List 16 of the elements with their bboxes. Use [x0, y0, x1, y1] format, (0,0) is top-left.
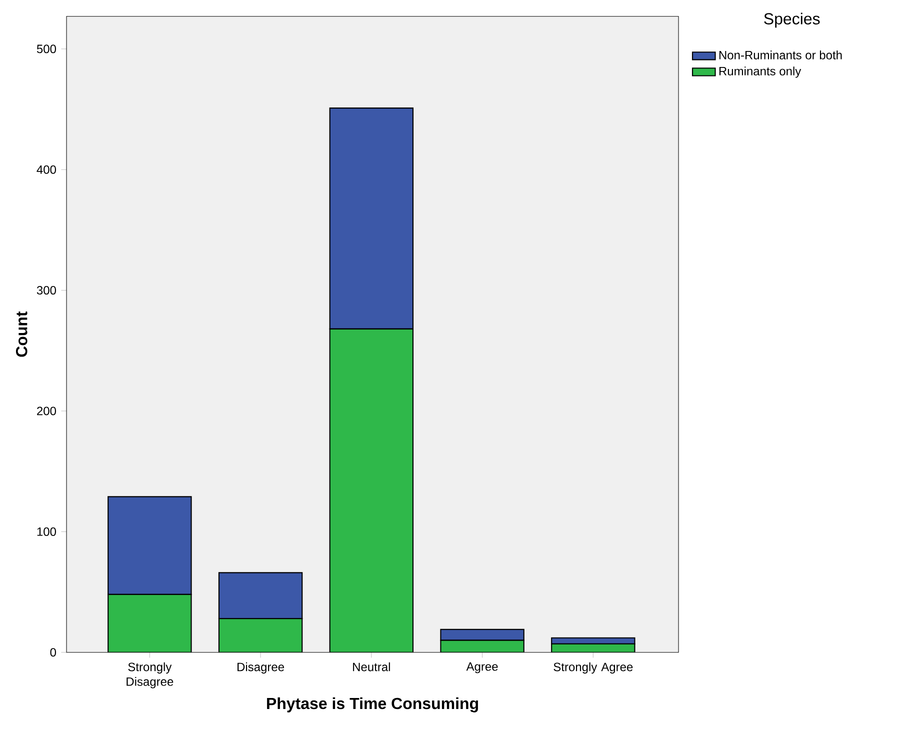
x-tick-label: Neutral: [353, 662, 390, 672]
y-tick-label: 500: [36, 44, 56, 54]
x-axis-title: Phytase is Time Consuming: [267, 697, 478, 712]
x-tick-label: Strongly Disagree: [126, 662, 174, 688]
y-tick-label: 100: [37, 527, 56, 536]
x-tick-label: Disagree: [238, 662, 284, 674]
y-axis-title: Count: [16, 311, 28, 357]
y-tick-label: 300: [36, 286, 56, 295]
legend-label: Ruminants only: [719, 66, 802, 78]
x-tick-label: Strongly Agree: [554, 662, 633, 674]
x-tick-label: Agree: [466, 662, 498, 674]
y-tick-label: 400: [36, 165, 56, 174]
y-tick-label: 200: [37, 406, 56, 416]
legend-label: Non-Ruminants or both: [719, 50, 842, 60]
legend-title: Species: [764, 12, 820, 28]
y-tick-label: 0: [50, 648, 56, 657]
